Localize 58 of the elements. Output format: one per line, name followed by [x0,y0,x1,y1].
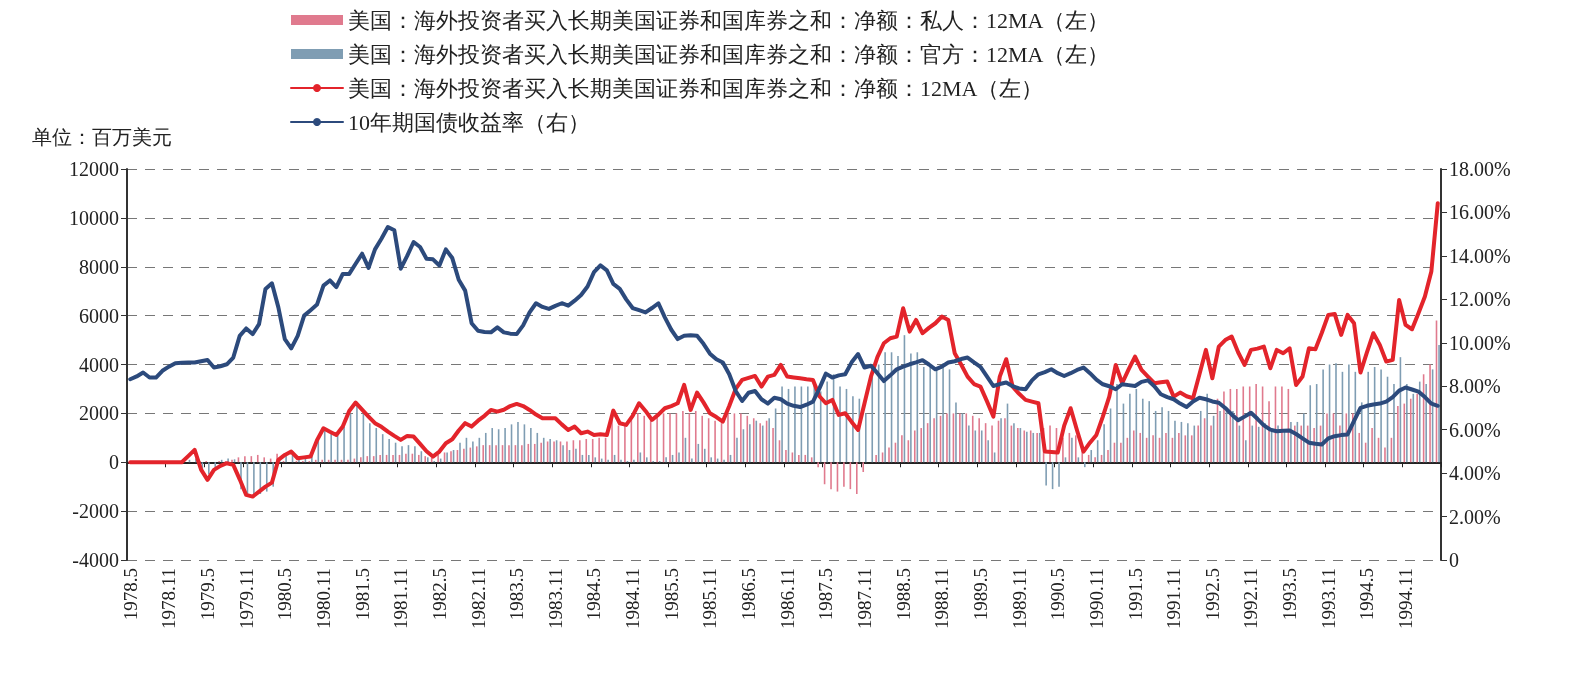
legend-label: 美国：海外投资者买入长期美国证券和国库券之和：净额：私人：12MA（左） [348,7,1110,33]
x-tick-label: 1985.11 [699,568,721,630]
y-tick-label: 0 [109,451,119,474]
x-tick-label: 1980.11 [312,568,334,630]
y2-tick-label: 8.00% [1449,375,1501,398]
x-tick-label: 1985.5 [660,568,682,621]
x-tick-label: 1987.5 [815,568,837,621]
x-tick-label: 1986.11 [776,568,798,630]
y-tick-label: 10000 [69,206,119,229]
y2-tick-label: 14.00% [1449,244,1511,267]
x-tick-label: 1984.11 [622,568,644,630]
x-tick-label: 1994.11 [1395,568,1417,630]
x-tick-label: 1990.11 [1085,568,1107,630]
legend-label: 10年期国债收益率（右） [348,109,590,135]
y-tick-label: 4000 [79,353,119,376]
y-tick-label: 2000 [79,402,119,425]
y2-tick-label: 12.00% [1449,288,1511,311]
y-tick-label: 12000 [69,158,119,180]
x-tick-label: 1983.5 [506,568,528,621]
x-tick-label: 1982.11 [467,568,489,630]
legend-label: 美国：海外投资者买入长期美国证券和国库券之和：净额：官方：12MA（左） [348,41,1110,67]
y2-tick-label: 4.00% [1449,462,1501,485]
y2-tick-label: 18.00% [1449,158,1511,180]
x-tick-label: 1978.11 [158,568,180,630]
x-tick-label: 1989.11 [1008,568,1030,630]
y2-tick-label: 2.00% [1449,505,1501,528]
x-tick-label: 1978.5 [119,568,141,621]
x-tick-label: 1979.5 [197,568,219,621]
x-tick-label: 1991.11 [1163,568,1185,630]
x-tick-label: 1981.11 [390,568,412,630]
y2-tick-label: 0 [1449,549,1459,571]
x-tick-label: 1987.11 [854,568,876,630]
y-tick-label: -2000 [72,500,119,523]
x-tick-label: 1994.5 [1356,568,1378,621]
x-tick-label: 1992.11 [1240,568,1262,630]
x-tick-label: 1981.5 [351,568,373,621]
y2-tick-label: 16.00% [1449,201,1511,224]
y2-tick-label: 10.00% [1449,331,1511,354]
x-tick-label: 1983.11 [544,568,566,630]
x-tick-label: 1986.5 [738,568,760,621]
x-tick-label: 1980.5 [274,568,296,621]
y-tick-label: -4000 [72,549,119,571]
x-tick-label: 1988.5 [892,568,914,621]
x-tick-label: 1993.5 [1279,568,1301,621]
x-tick-label: 1989.5 [969,568,991,621]
x-tick-label: 1991.5 [1124,568,1146,621]
x-tick-label: 1979.11 [235,568,257,630]
y-tick-label: 6000 [79,304,119,327]
legend-label: 美国：海外投资者买入长期美国证券和国库券之和：净额：12MA（左） [348,75,1044,101]
y2-tick-label: 6.00% [1449,418,1501,441]
x-tick-label: 1984.5 [583,568,605,621]
x-tick-label: 1992.5 [1201,568,1223,621]
y-axis-title: 单位：百万美元 [32,126,172,148]
x-tick-label: 1982.5 [428,568,450,621]
x-tick-label: 1988.11 [931,568,953,630]
y-tick-label: 8000 [79,255,119,278]
x-tick-label: 1993.11 [1317,568,1339,630]
x-tick-label: 1990.5 [1047,568,1069,621]
